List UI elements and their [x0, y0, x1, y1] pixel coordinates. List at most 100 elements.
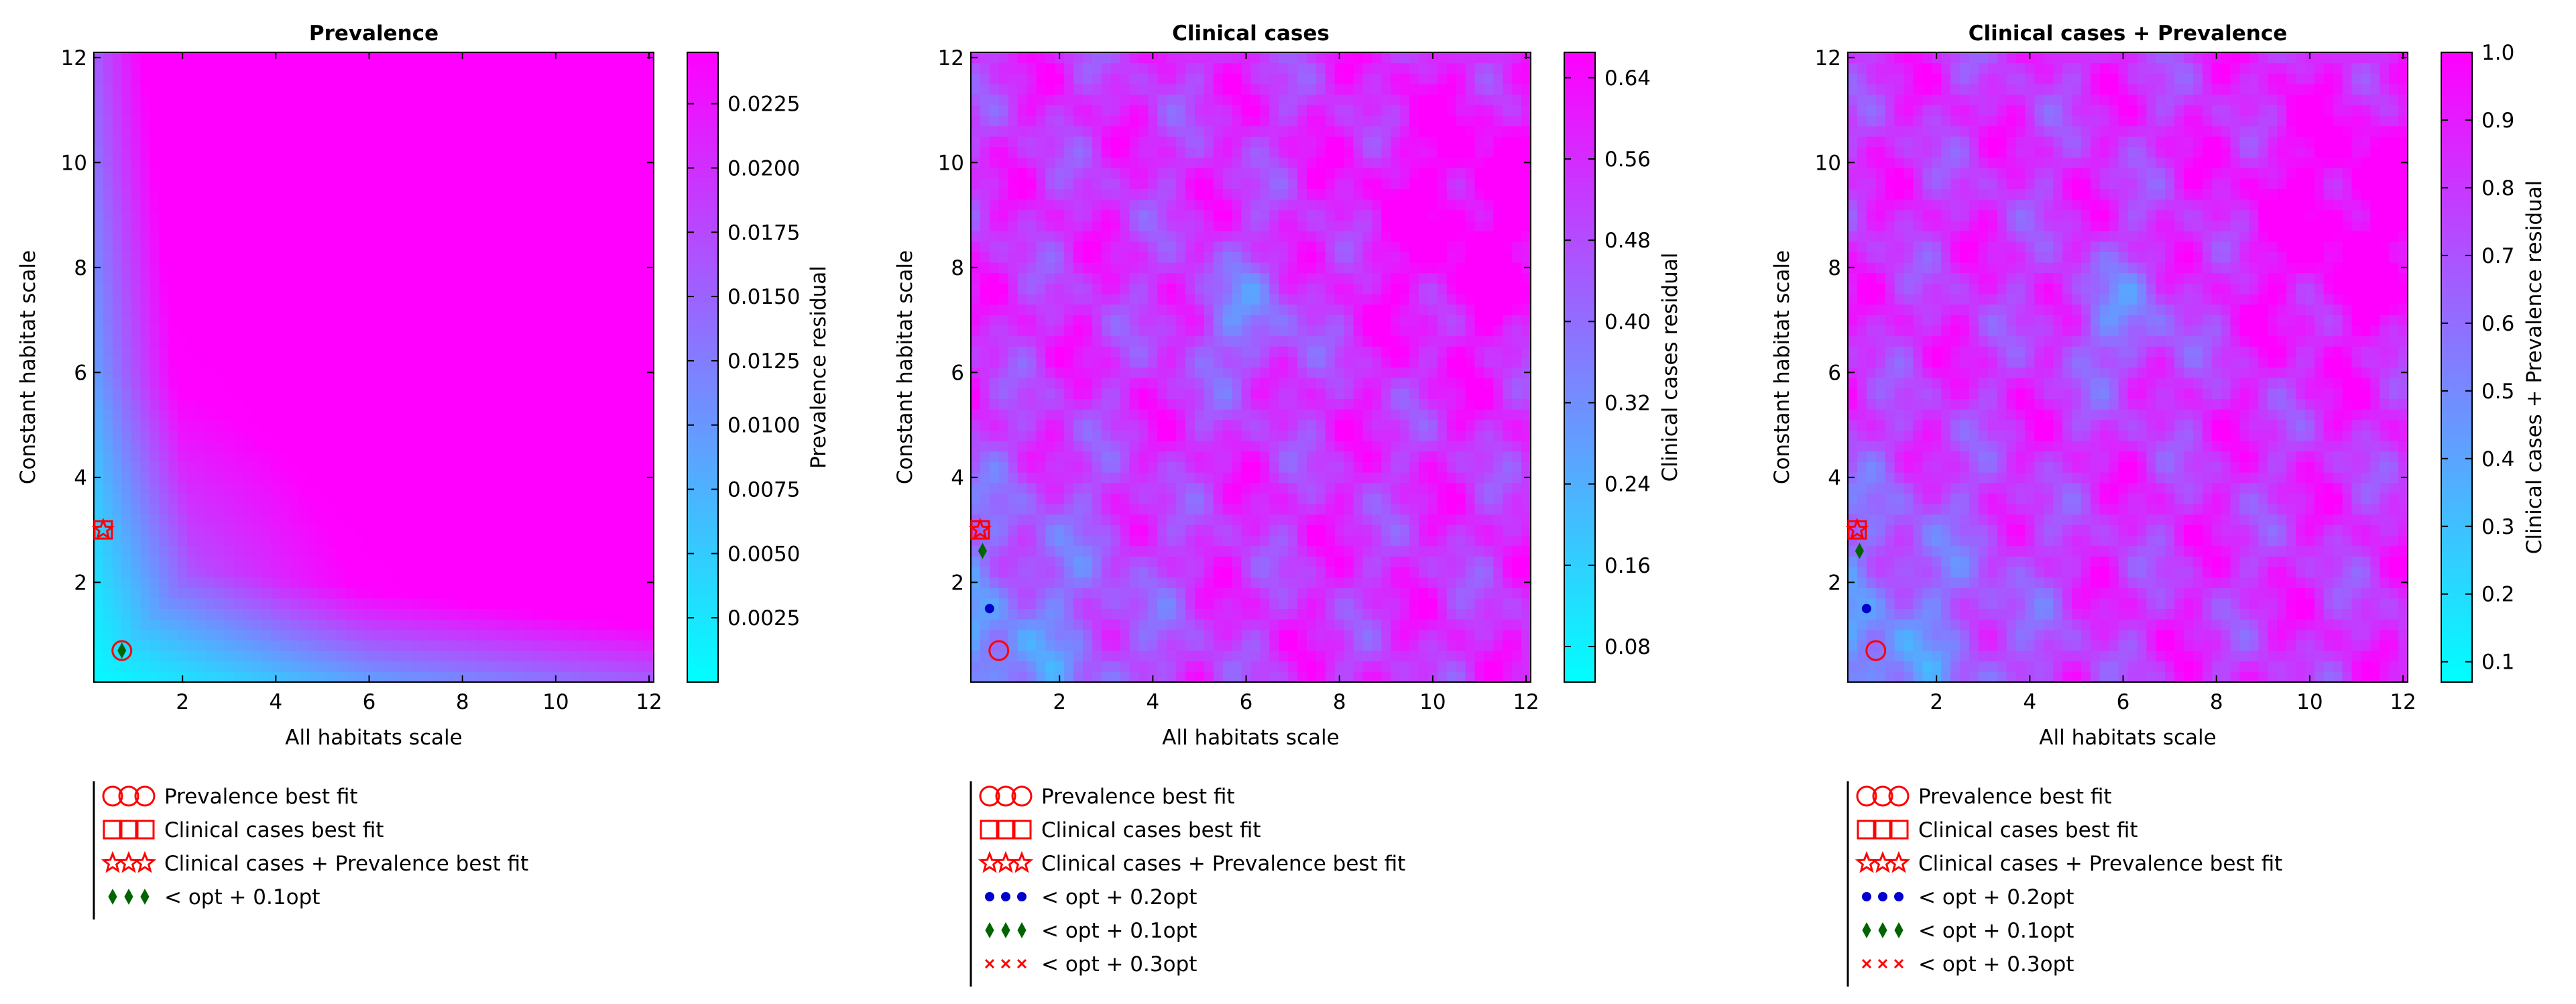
heatmap-cell: [318, 472, 328, 484]
heatmap-cell: [550, 241, 561, 252]
heatmap-cell: [1036, 115, 1046, 127]
heatmap-cell: [402, 451, 412, 462]
heatmap-cell: [1101, 367, 1112, 378]
heatmap-cell: [140, 188, 151, 200]
heatmap-cell: [261, 430, 272, 441]
heatmap-cell: [159, 629, 169, 640]
heatmap-cell: [1138, 283, 1149, 294]
heatmap-cell: [1064, 73, 1074, 85]
heatmap-cell: [121, 608, 132, 620]
heatmap-cell: [998, 524, 1009, 536]
heatmap-cell: [476, 178, 487, 190]
heatmap-cell: [1167, 315, 1177, 326]
heatmap-cell: [1110, 178, 1121, 190]
heatmap-cell: [233, 608, 244, 620]
heatmap-cell: [308, 73, 318, 85]
heatmap-cell: [94, 94, 104, 105]
heatmap-cell: [327, 146, 337, 158]
heatmap-cell: [542, 105, 552, 116]
heatmap-cell: [430, 566, 440, 578]
heatmap-cell: [215, 304, 225, 315]
heatmap-cell: [121, 272, 132, 284]
heatmap-cell: [514, 231, 524, 242]
heatmap-cell: [206, 262, 216, 274]
heatmap-cell: [542, 608, 552, 620]
heatmap-cell: [514, 262, 524, 274]
colorbar-tick-label: 0.0200: [727, 156, 800, 180]
heatmap-cell: [196, 671, 207, 683]
heatmap-cell: [299, 325, 309, 337]
heatmap-cell: [178, 73, 188, 85]
heatmap-cell: [373, 94, 384, 105]
heatmap-cell: [560, 356, 571, 368]
heatmap-cell: [121, 94, 132, 105]
heatmap-cell: [373, 367, 384, 378]
heatmap-cell: [420, 577, 430, 588]
heatmap-cell: [1036, 441, 1046, 452]
heatmap-cell: [1138, 293, 1149, 305]
heatmap-cell: [495, 146, 505, 158]
heatmap-cell: [616, 356, 626, 368]
heatmap-cell: [299, 535, 309, 547]
heatmap-cell: [1027, 168, 1037, 179]
heatmap-cell: [438, 619, 449, 630]
heatmap-cell: [485, 671, 496, 683]
heatmap-cell: [514, 83, 524, 95]
heatmap-cell: [514, 629, 524, 640]
heatmap-cell: [550, 356, 561, 368]
heatmap-cell: [597, 304, 608, 315]
heatmap-cell: [569, 146, 580, 158]
heatmap-cell: [411, 83, 421, 95]
heatmap-cell: [532, 556, 542, 567]
heatmap-cell: [1083, 503, 1093, 515]
heatmap-cell: [150, 588, 160, 599]
heatmap-cell: [597, 398, 608, 410]
heatmap-cell: [1110, 629, 1121, 640]
heatmap-cell: [1101, 325, 1112, 337]
heatmap-cell: [1064, 356, 1074, 368]
heatmap-cell: [467, 356, 477, 368]
heatmap-cell: [271, 514, 281, 525]
heatmap-cell: [438, 535, 449, 547]
heatmap-cell: [542, 661, 552, 672]
heatmap-cell: [1073, 125, 1084, 137]
heatmap-cell: [1157, 556, 1167, 567]
heatmap-cell: [1083, 535, 1093, 547]
heatmap-cell: [448, 493, 459, 504]
heatmap-cell: [569, 503, 580, 515]
heatmap-cell: [364, 378, 375, 389]
heatmap-cell: [383, 157, 393, 168]
heatmap-cell: [588, 378, 599, 389]
heatmap-cell: [280, 619, 290, 630]
heatmap-cell: [1064, 398, 1074, 410]
heatmap-cell: [569, 430, 580, 441]
heatmap-cell: [94, 493, 104, 504]
heatmap-cell: [1120, 588, 1130, 599]
heatmap-cell: [989, 430, 1000, 441]
heatmap-cell: [1110, 125, 1121, 137]
heatmap-cell: [318, 283, 328, 294]
heatmap-cell: [569, 566, 580, 578]
heatmap-cell: [308, 293, 318, 305]
heatmap-cell: [299, 577, 309, 588]
heatmap-cell: [569, 419, 580, 431]
heatmap-cell: [1157, 651, 1167, 662]
heatmap-cell: [140, 535, 151, 547]
heatmap-cell: [178, 619, 188, 630]
heatmap-cell: [420, 367, 430, 378]
heatmap-cell: [345, 356, 356, 368]
heatmap-cell: [989, 441, 1000, 452]
heatmap-cell: [1092, 252, 1102, 263]
heatmap-cell: [112, 566, 123, 578]
heatmap-cell: [252, 430, 263, 441]
heatmap-cell: [355, 419, 365, 431]
heatmap-cell: [569, 651, 580, 662]
heatmap-cell: [438, 335, 449, 347]
heatmap-cell: [495, 125, 505, 137]
heatmap-cell: [626, 146, 636, 158]
heatmap-cell: [514, 367, 524, 378]
heatmap-cell: [327, 367, 337, 378]
heatmap-cell: [457, 115, 468, 127]
heatmap-cell: [635, 241, 645, 252]
heatmap-cell: [299, 388, 309, 400]
